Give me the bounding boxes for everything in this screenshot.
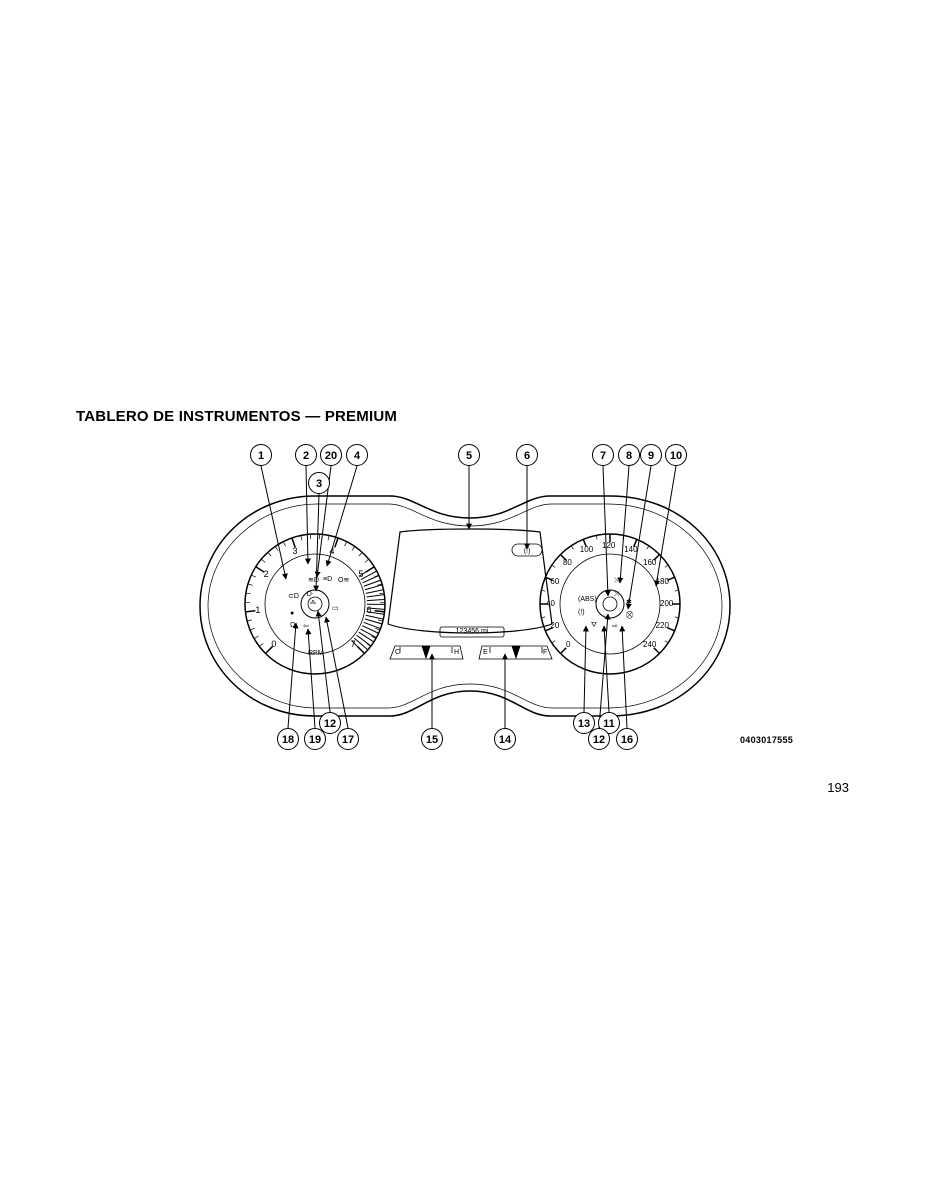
callout-8: 8 xyxy=(618,444,640,466)
speed-tick-200: 200 xyxy=(660,599,673,608)
cluster-svg: (!) xyxy=(190,436,790,756)
callout-12: 12 xyxy=(588,728,610,750)
seatbelt-icon: ⛒ xyxy=(626,612,633,620)
section-heading: TABLERO DE INSTRUMENTOS — PREMIUM xyxy=(76,408,397,425)
callout-12: 12 xyxy=(319,712,341,734)
fog-light-front-icon: ≋D xyxy=(308,576,319,584)
callout-6: 6 xyxy=(516,444,538,466)
side-lights-icon: ᐧDᐧ xyxy=(305,590,314,598)
airbag-icon: ✱ xyxy=(626,598,632,606)
speed-tick-40: 40 xyxy=(546,599,555,608)
turn-signal-right-icon: ⇨ xyxy=(612,622,618,630)
downhill-icon: ⛛ xyxy=(591,622,597,630)
fog-light-rear-icon: O≋ xyxy=(338,576,349,584)
callout-14: 14 xyxy=(494,728,516,750)
callout-18: 18 xyxy=(277,728,299,750)
instrument-cluster-figure: (!) xyxy=(190,436,790,746)
tpms-icon: (!) xyxy=(578,609,585,616)
tach-tick-3: 3 xyxy=(293,546,298,556)
callout-9: 9 xyxy=(640,444,662,466)
fuel-gauge xyxy=(479,646,552,659)
odometer-value: 123456 mi xyxy=(442,628,502,635)
speed-tick-220: 220 xyxy=(656,621,669,630)
abs-icon: (ABS) xyxy=(578,596,597,603)
tach-tick-5: 5 xyxy=(358,569,363,579)
speed-tick-120: 120 xyxy=(602,541,615,550)
callout-20: 20 xyxy=(320,444,342,466)
speed-tick-60: 60 xyxy=(550,577,559,586)
callout-7: 7 xyxy=(592,444,614,466)
high-beam-icon: ≡D xyxy=(323,576,332,583)
temp-gauge xyxy=(390,646,463,659)
speed-tick-0: 0 xyxy=(566,640,570,649)
speed-tick-100: 100 xyxy=(580,545,593,554)
tach-tick-4: 4 xyxy=(329,546,334,556)
tach-tick-0: 0 xyxy=(271,639,276,649)
temp-c-label: C xyxy=(395,649,400,656)
security-dot-icon: ● xyxy=(290,610,294,617)
tach-tick-6: 6 xyxy=(367,605,372,615)
callout-16: 16 xyxy=(616,728,638,750)
speedometer-gauge xyxy=(540,534,680,674)
temp-h-label: H xyxy=(454,649,459,656)
svg-text:(!): (!) xyxy=(524,548,531,555)
speed-tick-240: 240 xyxy=(643,640,656,649)
speed-tick-180: 180 xyxy=(656,577,669,586)
speed-tick-160: 160 xyxy=(643,558,656,567)
check-engine-icon: ▭ xyxy=(332,604,339,612)
page-root: TABLERO DE INSTRUMENTOS — PREMIUM xyxy=(0,0,927,1200)
callout-2: 2 xyxy=(295,444,317,466)
tach-tick-7: 7 xyxy=(351,639,356,649)
figure-reference-code: 0403017555 xyxy=(740,735,793,745)
tach-tick-2: 2 xyxy=(264,569,269,579)
callout-17: 17 xyxy=(337,728,359,750)
fuel-f-label: F xyxy=(543,649,547,656)
callout-15: 15 xyxy=(421,728,443,750)
esc-icon: ⤫ xyxy=(614,591,620,599)
turn-signal-left-icon: ⇦ xyxy=(303,622,309,630)
callout-4: 4 xyxy=(346,444,368,466)
page-number: 193 xyxy=(827,780,849,795)
tach-tick-1: 1 xyxy=(255,605,260,615)
low-beam-icon: ⊂D xyxy=(288,592,299,600)
speed-tick-140: 140 xyxy=(624,545,637,554)
callout-1: 1 xyxy=(250,444,272,466)
fuel-e-label: E xyxy=(483,649,488,656)
callout-5: 5 xyxy=(458,444,480,466)
speed-tick-80: 80 xyxy=(563,558,572,567)
speed-tick-20: 20 xyxy=(550,621,559,630)
rpm-label: RPM xyxy=(308,650,324,657)
cruise-icon: Ω xyxy=(290,622,295,629)
callout-10: 10 xyxy=(665,444,687,466)
callout-3: 3 xyxy=(308,472,330,494)
esc-off-icon: ⤬ xyxy=(614,577,620,585)
